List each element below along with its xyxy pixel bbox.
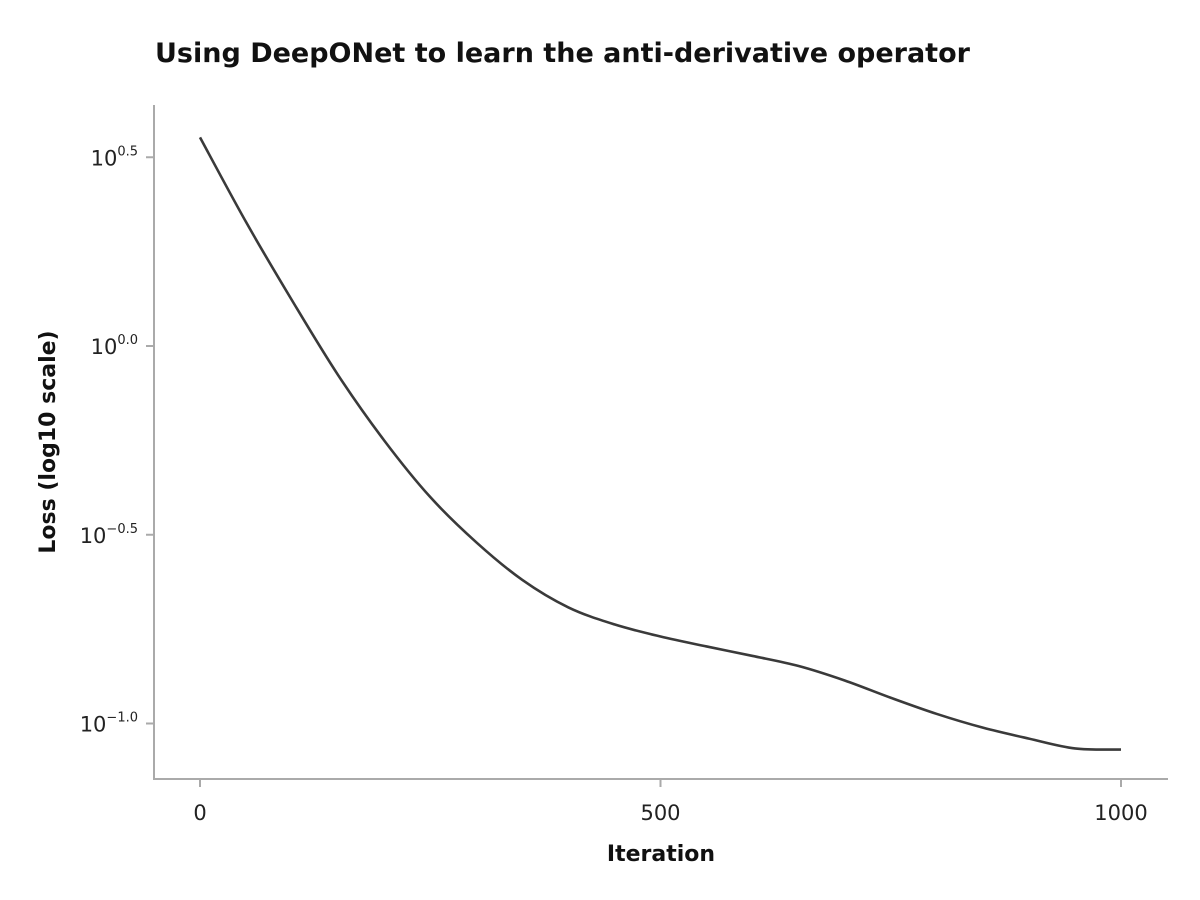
y-tick-exponent: 0.5: [117, 144, 138, 159]
y-tick-label: 10−1.0: [80, 711, 138, 737]
y-tick-base: 10: [80, 524, 107, 548]
y-axis-label: Loss (log10 scale): [36, 330, 61, 553]
chart-title: Using DeepONet to learn the anti-derivat…: [155, 38, 971, 69]
y-tick-label: 100.5: [91, 144, 138, 170]
y-tick-label: 100.0: [91, 333, 138, 359]
y-tick-exponent: −0.5: [106, 522, 138, 537]
x-tick-label: 1000: [1094, 801, 1147, 825]
y-tick-exponent: −1.0: [106, 711, 138, 726]
y-tick-base: 10: [80, 713, 107, 737]
x-ticks: 0 500 1000: [193, 779, 1148, 825]
y-tick-exponent: 0.0: [117, 333, 138, 348]
y-tick-base: 10: [91, 335, 118, 359]
y-tick-base: 10: [91, 146, 118, 170]
loss-line: [198, 136, 1122, 751]
x-axis-label: Iteration: [607, 842, 715, 867]
x-tick-label: 0: [193, 801, 206, 825]
y-tick-label: 10−0.5: [80, 522, 138, 548]
x-tick-label: 500: [640, 801, 680, 825]
